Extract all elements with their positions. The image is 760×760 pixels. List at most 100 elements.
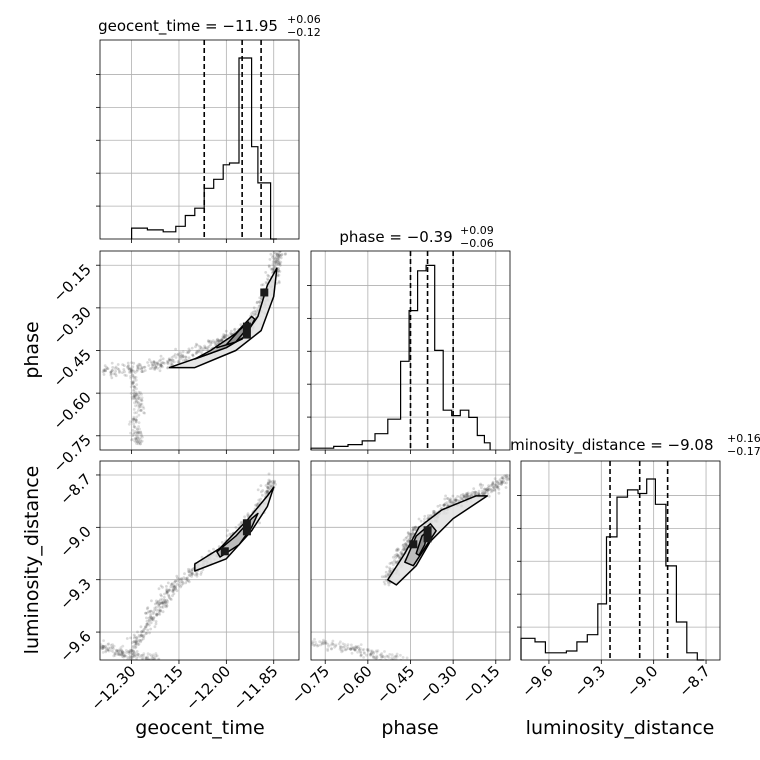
panel-geocent-time-vs-phase-point bbox=[271, 262, 275, 266]
panel-phase-vs-luminosity-distance-point bbox=[489, 490, 493, 494]
panel-geocent-time-vs-luminosity-distance-point bbox=[158, 605, 162, 609]
panel-geocent-time-vs-phase-point bbox=[171, 358, 175, 362]
panel-phase-vs-luminosity-distance-point bbox=[485, 488, 488, 492]
panel-phase-vs-luminosity-distance-point bbox=[386, 581, 390, 585]
panel-phase-vs-luminosity-distance-point bbox=[449, 500, 453, 504]
panel-geocent-time-vs-luminosity-distance-point bbox=[165, 589, 169, 592]
panel-phase-vs-luminosity-distance-point bbox=[343, 648, 347, 651]
panel-geocent-time-vs-phase-point bbox=[132, 408, 136, 411]
panel-geocent-time-vs-luminosity-distance-point bbox=[170, 582, 174, 586]
panel-geocent-time-vs-phase-point bbox=[131, 428, 135, 432]
panel-geocent-time-vs-luminosity-distance-point bbox=[161, 600, 165, 604]
panel-geocent-time-vs-phase-point bbox=[136, 430, 140, 434]
panel-geocent-time-vs-phase-point bbox=[130, 438, 133, 442]
panel-geocent-time-vs-phase-point bbox=[275, 253, 279, 257]
panel-geocent-time-vs-phase-point bbox=[132, 432, 136, 436]
panel-geocent-time-vs-phase-point bbox=[123, 373, 127, 377]
panel-geocent-time-vs-luminosity-distance-point bbox=[189, 571, 193, 575]
panel-phase-vs-luminosity-distance-point bbox=[465, 493, 468, 497]
panel-geocent-time-vs-phase-point bbox=[191, 354, 195, 358]
panel-geocent-time-vs-luminosity-distance-point bbox=[107, 646, 111, 650]
panel-geocent-time-vs-luminosity-distance-point bbox=[174, 585, 178, 589]
panel-geocent-time-vs-phase-point bbox=[131, 381, 135, 385]
panel-geocent-time-vs-luminosity-distance-point bbox=[121, 653, 125, 657]
panel-geocent-time-vs-phase-point bbox=[135, 440, 139, 444]
panel-geocent-time-vs-luminosity-distance-point bbox=[267, 480, 270, 484]
panel-geocent-time-vs-luminosity-distance-point bbox=[152, 658, 156, 660]
panel-geocent-time-vs-phase-point bbox=[274, 255, 278, 259]
panel-geocent-time-vs-phase-point bbox=[136, 436, 140, 440]
panel-phase-vs-luminosity-distance-point bbox=[334, 644, 338, 648]
panel-geocent-time-vs-phase-point bbox=[128, 420, 132, 424]
panel-phase-vs-luminosity-distance-point bbox=[376, 649, 380, 653]
panel-phase-vs-luminosity-distance-point bbox=[461, 492, 465, 496]
panel-geocent-time-vs-phase-point bbox=[138, 403, 141, 407]
panel-geocent-time-vs-luminosity-distance-point bbox=[147, 616, 151, 620]
panel-phase-vs-luminosity-distance-point bbox=[380, 575, 384, 579]
panel-geocent-time-vs-phase-point bbox=[133, 411, 137, 415]
panel-geocent-time-vs-luminosity-distance-point bbox=[147, 623, 151, 627]
panel-phase-vs-luminosity-distance-point bbox=[389, 561, 393, 565]
panel-geocent-time-vs-phase-point bbox=[102, 369, 106, 372]
panel-geocent-time-vs-luminosity-distance-point bbox=[226, 529, 230, 532]
panel-geocent-time-vs-phase-point bbox=[214, 343, 218, 347]
xtick-label-luminosity-distance-2: −9.0 bbox=[623, 662, 661, 700]
panel-phase-vs-luminosity-distance-point bbox=[339, 640, 342, 644]
panel-geocent-time-vs-luminosity-distance-point bbox=[157, 657, 161, 660]
panel-geocent-time-vs-luminosity-distance-point bbox=[187, 570, 191, 574]
panel-geocent-time-vs-luminosity-distance-point bbox=[164, 600, 168, 604]
panel-geocent-time-vs-phase-point bbox=[136, 442, 140, 446]
panel-geocent-time-vs-luminosity-distance-point bbox=[106, 648, 110, 652]
panel-phase-vs-luminosity-distance-point bbox=[350, 647, 354, 651]
panel-geocent-time-vs-luminosity-distance-point bbox=[225, 534, 229, 538]
panel-geocent-time-vs-luminosity-distance-point bbox=[139, 634, 143, 637]
panel-geocent-time-vs-phase-point bbox=[276, 260, 280, 263]
panel-geocent-time-vs-phase-point bbox=[280, 253, 284, 256]
panel-geocent-time-vs-phase-point bbox=[210, 341, 214, 344]
panel-geocent-time-vs-phase-point bbox=[140, 393, 143, 396]
panel-geocent-time-vs-luminosity-distance-point bbox=[134, 642, 138, 646]
panel-geocent-time-vs-phase-point bbox=[279, 260, 283, 264]
panel-geocent-time-vs-phase-point bbox=[277, 259, 281, 263]
panel-phase-vs-luminosity-distance-point bbox=[466, 494, 470, 497]
panel-phase-vs-luminosity-distance-point bbox=[387, 573, 390, 576]
ytick-label-phase-4: −0.15 bbox=[50, 260, 95, 305]
panel-geocent-time-vs-luminosity-distance-point bbox=[246, 514, 250, 518]
panel-geocent-time-vs-phase-point bbox=[135, 411, 139, 414]
panel-phase-vs-luminosity-distance-point bbox=[346, 643, 350, 646]
panel-geocent-time-vs-phase-point bbox=[216, 340, 219, 344]
xtick-label-phase-4: −0.15 bbox=[458, 662, 503, 707]
panel-geocent-time-vs-phase-point bbox=[131, 382, 135, 386]
panel-phase-vs-luminosity-distance-point bbox=[490, 483, 494, 487]
panel-phase-vs-luminosity-distance-point bbox=[340, 648, 343, 652]
panel-geocent-time-vs-luminosity-distance-point bbox=[267, 481, 270, 485]
panel-geocent-time-vs-phase-point bbox=[136, 428, 139, 431]
panel-geocent-time-vs-phase-point bbox=[130, 397, 134, 401]
panel-geocent-time-vs-luminosity-distance-point bbox=[150, 616, 154, 619]
panel-geocent-time-vs-luminosity-distance-point bbox=[119, 646, 123, 649]
panel-geocent-time-vs-phase-point bbox=[203, 346, 207, 350]
panel-geocent-time-vs-luminosity-distance-point bbox=[185, 579, 189, 583]
panel-phase-vs-luminosity-distance-point bbox=[500, 482, 503, 486]
panel-geocent-time-vs-phase-point bbox=[221, 335, 225, 339]
xtick-label-geocent-time-1: −12.15 bbox=[135, 662, 187, 714]
panel-phase-vs-luminosity-distance-point bbox=[505, 475, 508, 479]
panel-phase-vs-luminosity-distance-point bbox=[472, 487, 476, 490]
panel-geocent-time-vs-luminosity-distance-point bbox=[146, 606, 150, 610]
panel-geocent-time-vs-phase-point bbox=[264, 271, 268, 274]
panel-geocent-time-vs-phase-point bbox=[142, 407, 146, 410]
panel-geocent-time-vs-luminosity-distance-point bbox=[228, 532, 232, 536]
panel-geocent-time-vs-luminosity-distance-point bbox=[146, 652, 150, 656]
panel-geocent-time-vs-luminosity-distance-point bbox=[149, 609, 152, 613]
panel-geocent-time-vs-luminosity-distance-point bbox=[157, 603, 161, 607]
panel-geocent-time-vs-phase-point bbox=[112, 372, 116, 376]
panel-geocent-time-vs-phase-point bbox=[140, 366, 144, 370]
panel-geocent-time-vs-phase-point bbox=[178, 354, 182, 358]
panel-geocent-time-vs-luminosity-distance-point bbox=[120, 650, 124, 654]
panel-geocent-time-vs-luminosity-distance-point bbox=[129, 658, 133, 660]
panel-phase-vs-luminosity-distance-point bbox=[349, 647, 352, 651]
panel-geocent-time-vs-phase-point bbox=[126, 365, 129, 369]
panel-geocent-time-vs-phase-point bbox=[110, 376, 114, 380]
panel-geocent-time-vs-phase-point bbox=[134, 436, 138, 440]
